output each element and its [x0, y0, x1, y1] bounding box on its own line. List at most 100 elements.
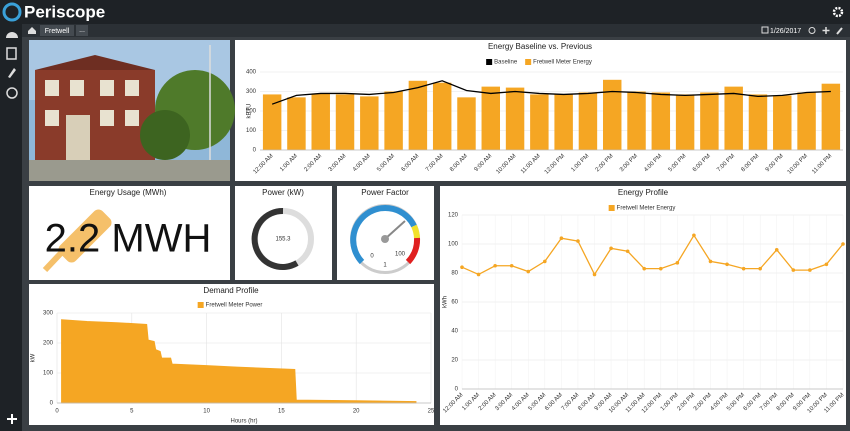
bar: [505, 87, 525, 150]
add-widget-icon[interactable]: [822, 27, 830, 34]
edit-icon[interactable]: [8, 68, 16, 78]
y-tick-label: 100: [43, 371, 54, 377]
building-photo: [29, 40, 235, 181]
bar: [651, 92, 671, 150]
point: [543, 259, 547, 264]
home-icon[interactable]: [28, 27, 36, 34]
usage-value: 2.2 MWH: [45, 217, 212, 261]
crumb[interactable]: ...: [79, 27, 85, 34]
bar: [481, 86, 501, 150]
bar: [408, 80, 428, 150]
y-tick-label: 40: [451, 329, 458, 335]
gauge-arc: [251, 207, 299, 270]
tools-icon[interactable]: [836, 27, 843, 35]
y-axis-label: kWh: [443, 296, 449, 308]
point: [774, 248, 779, 252]
sidebar: [0, 24, 22, 431]
y-axis-label: kBTU: [247, 104, 253, 119]
brand: Periscope: [24, 2, 105, 21]
point: [675, 261, 680, 265]
point: [841, 242, 845, 246]
gauge-label: 0: [370, 254, 374, 260]
bar: [262, 94, 282, 150]
report-icon[interactable]: [6, 47, 17, 60]
point: [559, 236, 564, 240]
point: [460, 265, 464, 270]
x-tick-label: 15: [278, 409, 285, 415]
y-tick-label: 200: [43, 341, 54, 347]
widget-title: Power (kW): [262, 188, 304, 197]
crumb-tab[interactable]: [76, 25, 88, 36]
crumb[interactable]: Fretwell: [45, 28, 70, 35]
bar: [675, 94, 695, 150]
plug-icon: [42, 209, 112, 273]
area: [61, 319, 417, 404]
point: [692, 233, 696, 238]
widget-title: Energy Usage (MWh): [90, 188, 167, 197]
upload-icon[interactable]: [6, 87, 18, 99]
top-bar: [0, 0, 850, 24]
bar: [384, 91, 403, 150]
settings-icon[interactable]: [832, 6, 844, 18]
bar: [748, 94, 768, 150]
y-tick-label: 0: [455, 387, 459, 393]
x-tick-label: 20: [353, 409, 360, 415]
x-axis-label: Hours (hr): [230, 419, 257, 425]
gauge-label: 100: [395, 252, 406, 258]
y-tick-label: 20: [451, 358, 458, 364]
legend-label: Fretwell Meter Energy: [617, 206, 676, 212]
point: [658, 266, 663, 271]
point: [592, 272, 597, 277]
x-tick-label: 25: [428, 409, 435, 415]
clock-icon[interactable]: [808, 27, 816, 34]
line: [271, 80, 831, 105]
line: [461, 234, 844, 276]
add-icon[interactable]: [7, 414, 17, 424]
y-tick-label: 400: [246, 70, 257, 76]
point: [758, 266, 762, 271]
dashboard-icon[interactable]: [6, 32, 18, 38]
chart-title: Energy Profile: [618, 188, 669, 197]
pf-gauge: [350, 204, 421, 274]
power-value: 155.3: [275, 237, 291, 243]
point: [725, 262, 729, 267]
bar: [432, 82, 452, 150]
point: [625, 249, 630, 254]
legend-label: Fretwell Meter Energy: [533, 60, 592, 66]
bar: [335, 94, 355, 150]
point: [493, 263, 497, 268]
legend-swatch: [486, 59, 493, 65]
y-tick-label: 200: [246, 109, 257, 115]
point: [509, 263, 514, 268]
y-tick-label: 300: [43, 311, 54, 317]
legend-swatch: [197, 302, 204, 308]
x-tick-label: 5: [130, 409, 134, 415]
y-tick-label: 80: [451, 271, 458, 277]
point: [741, 266, 746, 271]
bar: [821, 83, 841, 150]
legend-label: Baseline: [494, 60, 518, 66]
date[interactable]: 1/26/2017: [770, 28, 801, 35]
chart-title: Demand Profile: [203, 286, 259, 295]
bar: [530, 94, 549, 150]
y-tick-label: 60: [451, 300, 458, 306]
panel: [29, 186, 230, 280]
point: [576, 239, 580, 243]
bar: [287, 97, 306, 150]
bar: [360, 96, 379, 150]
point: [708, 259, 713, 264]
point: [791, 268, 796, 272]
x-tick-label: 10: [203, 409, 210, 415]
bar: [554, 94, 573, 150]
gauge-label: 1: [383, 263, 387, 269]
crumb-tab[interactable]: [40, 25, 74, 36]
calendar-icon[interactable]: [761, 26, 769, 34]
bar: [773, 95, 792, 150]
bar: [724, 86, 743, 150]
widget-title: Power Factor: [361, 188, 409, 197]
y-tick-label: 100: [448, 242, 459, 248]
point: [808, 268, 812, 272]
y-tick-label: 0: [253, 148, 257, 154]
